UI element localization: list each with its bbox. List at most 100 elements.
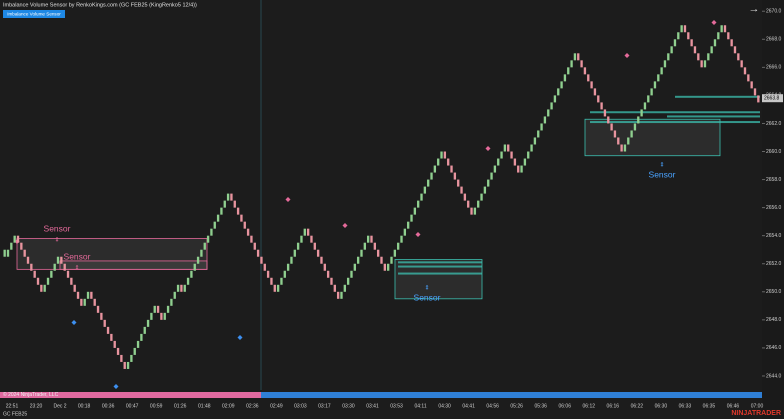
copyright: © 2024 NinjaTrader, LLC [3, 391, 59, 398]
brick [573, 53, 577, 61]
brick [50, 270, 53, 278]
sensor-icon: ⇕ [74, 265, 79, 272]
x-tick-label: 01:48 [198, 403, 211, 409]
brick [153, 305, 156, 313]
brick [126, 361, 130, 369]
brick [420, 193, 423, 201]
brick [427, 179, 430, 187]
x-tick-label: 06:33 [679, 403, 692, 409]
x-tick-label: 06:30 [655, 403, 668, 409]
marker [485, 146, 491, 151]
brick [170, 298, 173, 306]
brick [43, 284, 46, 292]
indicator-button[interactable] [3, 10, 65, 18]
brick [110, 333, 113, 341]
brick [723, 25, 727, 33]
brick [620, 144, 623, 152]
brick [700, 60, 703, 68]
brick [356, 256, 360, 264]
last-price-label: 2663.8 [764, 96, 780, 102]
brick [70, 277, 73, 285]
brick [440, 151, 443, 159]
brick [753, 88, 757, 96]
brick [383, 263, 387, 271]
brick [490, 172, 493, 180]
brick [500, 151, 503, 159]
imbalance-level [590, 111, 760, 114]
x-tick-label: 03:03 [294, 403, 307, 409]
y-tick-label: 2650.0 [766, 289, 782, 295]
y-tick-label: 2662.0 [766, 121, 782, 127]
brick [133, 347, 136, 355]
y-tick-label: 2648.0 [766, 317, 782, 323]
brick [523, 158, 527, 166]
imbalance-level [675, 95, 760, 98]
brick [290, 256, 293, 264]
marker [342, 223, 348, 228]
brick [143, 326, 146, 334]
brick [417, 200, 420, 208]
brick [370, 235, 373, 243]
brick [527, 151, 530, 159]
brick [286, 263, 290, 271]
brick [373, 242, 376, 250]
brick [623, 144, 627, 152]
brick [306, 228, 310, 236]
brick [387, 263, 390, 271]
x-tick-label: 03:17 [318, 403, 331, 409]
sensor-icon: ⇕ [54, 237, 59, 244]
brick [20, 242, 23, 250]
brick [56, 256, 60, 264]
brick [597, 95, 600, 103]
brick [233, 200, 236, 208]
brick [180, 284, 183, 292]
brick [567, 67, 570, 75]
brick [507, 144, 510, 152]
brick [23, 249, 26, 257]
x-tick-label: 00:36 [102, 403, 115, 409]
brick [183, 284, 186, 292]
x-tick-label: 06:06 [558, 403, 571, 409]
y-tick-label: 2660.0 [766, 149, 782, 155]
brick [740, 60, 743, 68]
brick [13, 235, 16, 243]
arrow-icon[interactable]: → [749, 3, 760, 15]
brick [483, 186, 487, 194]
brick [310, 235, 313, 243]
brick [733, 46, 737, 54]
brick [473, 207, 477, 215]
brick [130, 354, 133, 362]
brick [226, 193, 230, 201]
marker [113, 384, 119, 389]
sensor-zone [59, 260, 208, 270]
brick [557, 88, 560, 96]
brick [93, 298, 96, 306]
brick [210, 228, 213, 236]
brick [340, 291, 343, 299]
brick [146, 319, 150, 327]
indicator-button-label[interactable]: Imbalance Volume Sensor [7, 11, 61, 16]
brick [757, 95, 760, 103]
brick [477, 200, 480, 208]
brick [236, 207, 240, 215]
brick [390, 256, 393, 264]
y-tick-label: 2652.0 [766, 261, 782, 267]
marker [415, 232, 421, 237]
x-tick-label: 00:18 [78, 403, 91, 409]
brick [246, 228, 250, 236]
brick [517, 165, 520, 173]
brick [63, 263, 66, 271]
brick [447, 158, 450, 166]
brand: NINJATRADER [731, 410, 781, 417]
brick [707, 53, 710, 61]
x-tick-label: 05:26 [510, 403, 523, 409]
marker [285, 197, 291, 202]
session-bar [261, 392, 762, 398]
x-tick-label: 03:41 [366, 403, 379, 409]
brick [26, 256, 30, 264]
brick [53, 263, 56, 271]
brick [513, 158, 517, 166]
imbalance-level [590, 121, 760, 124]
sensor-zone [584, 118, 721, 157]
x-tick-label: 03:30 [342, 403, 355, 409]
